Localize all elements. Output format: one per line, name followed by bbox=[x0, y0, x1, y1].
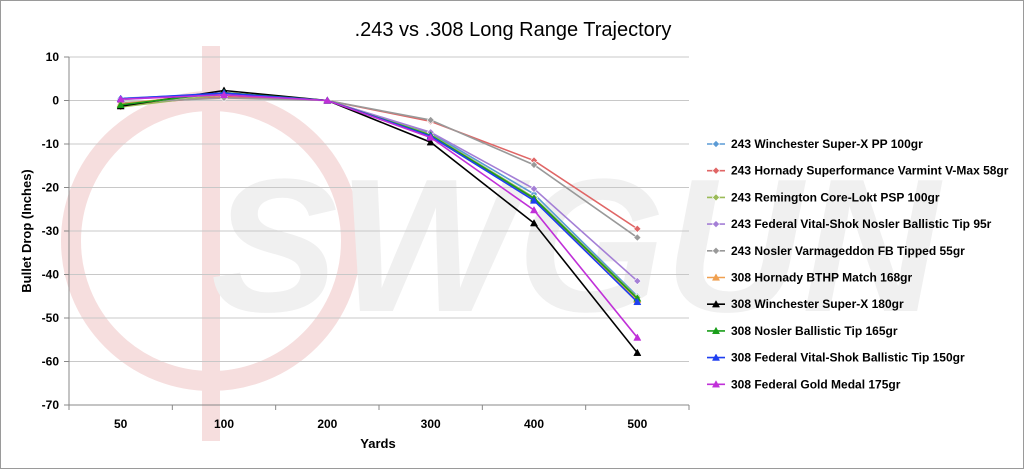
legend-item: 243 Remington Core-Lokt PSP 100gr bbox=[707, 190, 940, 204]
x-tick-label: 100 bbox=[214, 417, 234, 431]
legend-marker bbox=[711, 273, 721, 281]
y-tick-label: -60 bbox=[42, 355, 60, 369]
legend-marker bbox=[711, 246, 721, 255]
legend-label: 308 Winchester Super-X 180gr bbox=[731, 297, 904, 311]
legend-label: 243 Remington Core-Lokt PSP 100gr bbox=[731, 190, 940, 204]
legend-marker bbox=[711, 166, 721, 175]
data-point bbox=[426, 138, 435, 146]
data-point bbox=[633, 224, 642, 233]
data-point bbox=[323, 96, 332, 104]
legend-marker bbox=[711, 326, 721, 335]
legend-label: 308 Hornady BTHP Match 168gr bbox=[731, 271, 913, 285]
legend-label: 308 Federal Gold Medal 175gr bbox=[731, 377, 901, 391]
legend: 243 Winchester Super-X PP 100gr 243 Horna… bbox=[707, 137, 1009, 391]
legend-item: 308 Federal Vital-Shok Ballistic Tip 150… bbox=[707, 351, 965, 365]
series-lines bbox=[116, 86, 642, 356]
data-point bbox=[426, 116, 435, 125]
legend-item: 308 Winchester Super-X 180gr bbox=[707, 297, 904, 311]
legend-label: 308 Nosler Ballistic Tip 165gr bbox=[731, 324, 898, 338]
x-tick-label: 300 bbox=[421, 417, 441, 431]
legend-marker bbox=[711, 139, 721, 149]
data-point bbox=[219, 90, 229, 98]
y-axis-label: Bullet Drop (Inches) bbox=[19, 169, 34, 293]
legend-marker bbox=[711, 380, 721, 388]
y-tick-label: -10 bbox=[42, 137, 60, 151]
chart-title: .243 vs .308 Long Range Trajectory bbox=[355, 19, 672, 41]
data-point bbox=[529, 219, 539, 227]
x-tick-label: 200 bbox=[317, 417, 337, 431]
y-tick-label: 10 bbox=[46, 50, 60, 64]
series-group bbox=[116, 93, 642, 242]
legend-label: 308 Federal Vital-Shok Ballistic Tip 150… bbox=[731, 351, 965, 365]
legend-marker bbox=[711, 193, 721, 202]
legend-marker bbox=[711, 300, 721, 308]
x-tick-label: 50 bbox=[114, 417, 128, 431]
y-tick-label: -30 bbox=[42, 224, 60, 238]
legend-marker bbox=[711, 353, 721, 361]
y-tick-labels: 10 0 -10 -20 -30 -40 -50 -60 -70 bbox=[42, 50, 60, 412]
legend-marker bbox=[711, 220, 721, 229]
data-point bbox=[529, 160, 539, 169]
y-tick-label: -70 bbox=[42, 398, 60, 412]
y-tick-label: -40 bbox=[42, 268, 60, 282]
legend-item: 243 Nosler Varmageddon FB Tipped 55gr bbox=[707, 244, 965, 258]
legend-label: 243 Federal Vital-Shok Nosler Ballistic … bbox=[731, 217, 992, 231]
x-axis-label: Yards bbox=[360, 436, 395, 451]
data-point bbox=[633, 348, 642, 356]
series-group bbox=[116, 90, 642, 341]
legend-item: 308 Hornady BTHP Match 168gr bbox=[707, 271, 913, 285]
axes bbox=[68, 57, 690, 410]
data-point bbox=[426, 133, 435, 141]
series-line bbox=[120, 94, 638, 339]
data-point bbox=[633, 333, 642, 341]
data-point bbox=[633, 233, 642, 242]
legend-item: 308 Nosler Ballistic Tip 165gr bbox=[707, 324, 898, 338]
series-line bbox=[120, 97, 638, 239]
watermark-text: SWGUN bbox=[211, 140, 943, 352]
x-tick-label: 400 bbox=[524, 417, 544, 431]
legend-item: 243 Hornady Superformance Varmint V-Max … bbox=[707, 164, 1009, 178]
series-line bbox=[120, 89, 638, 354]
data-point bbox=[529, 196, 539, 204]
data-point bbox=[529, 184, 539, 193]
data-point bbox=[529, 206, 539, 214]
data-point bbox=[633, 277, 642, 286]
x-tick-label: 500 bbox=[627, 417, 647, 431]
x-tick-labels: 50 100 200 300 400 500 bbox=[114, 417, 648, 431]
data-point bbox=[116, 100, 125, 108]
data-point bbox=[116, 95, 125, 103]
legend-label: 243 Nosler Varmageddon FB Tipped 55gr bbox=[731, 244, 965, 258]
legend-item: 243 Federal Vital-Shok Nosler Ballistic … bbox=[707, 217, 992, 231]
y-tick-label: -20 bbox=[42, 181, 60, 195]
y-tick-label: 0 bbox=[52, 94, 59, 108]
legend-item: 243 Winchester Super-X PP 100gr bbox=[707, 137, 923, 151]
legend-label: 243 Winchester Super-X PP 100gr bbox=[731, 137, 923, 151]
legend-item: 308 Federal Gold Medal 175gr bbox=[707, 377, 901, 391]
y-tick-label: -50 bbox=[42, 311, 60, 325]
legend-label: 243 Hornady Superformance Varmint V-Max … bbox=[731, 164, 1009, 178]
watermark-logo: SWGUN bbox=[61, 46, 943, 441]
data-point bbox=[633, 297, 642, 306]
